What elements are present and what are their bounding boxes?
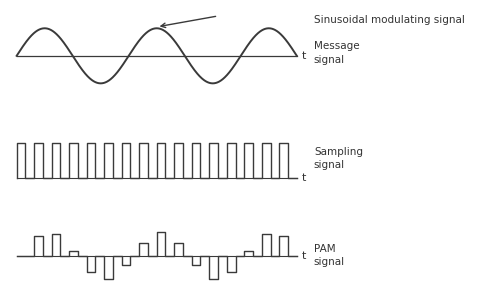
Text: Message
signal: Message signal (314, 41, 360, 65)
Text: Sampling
signal: Sampling signal (314, 147, 363, 170)
Text: t: t (301, 51, 306, 61)
Text: Sinusoidal modulating signal: Sinusoidal modulating signal (314, 15, 465, 25)
Text: PAM
signal: PAM signal (314, 244, 345, 267)
Text: t: t (301, 173, 306, 183)
Text: t: t (301, 251, 306, 261)
